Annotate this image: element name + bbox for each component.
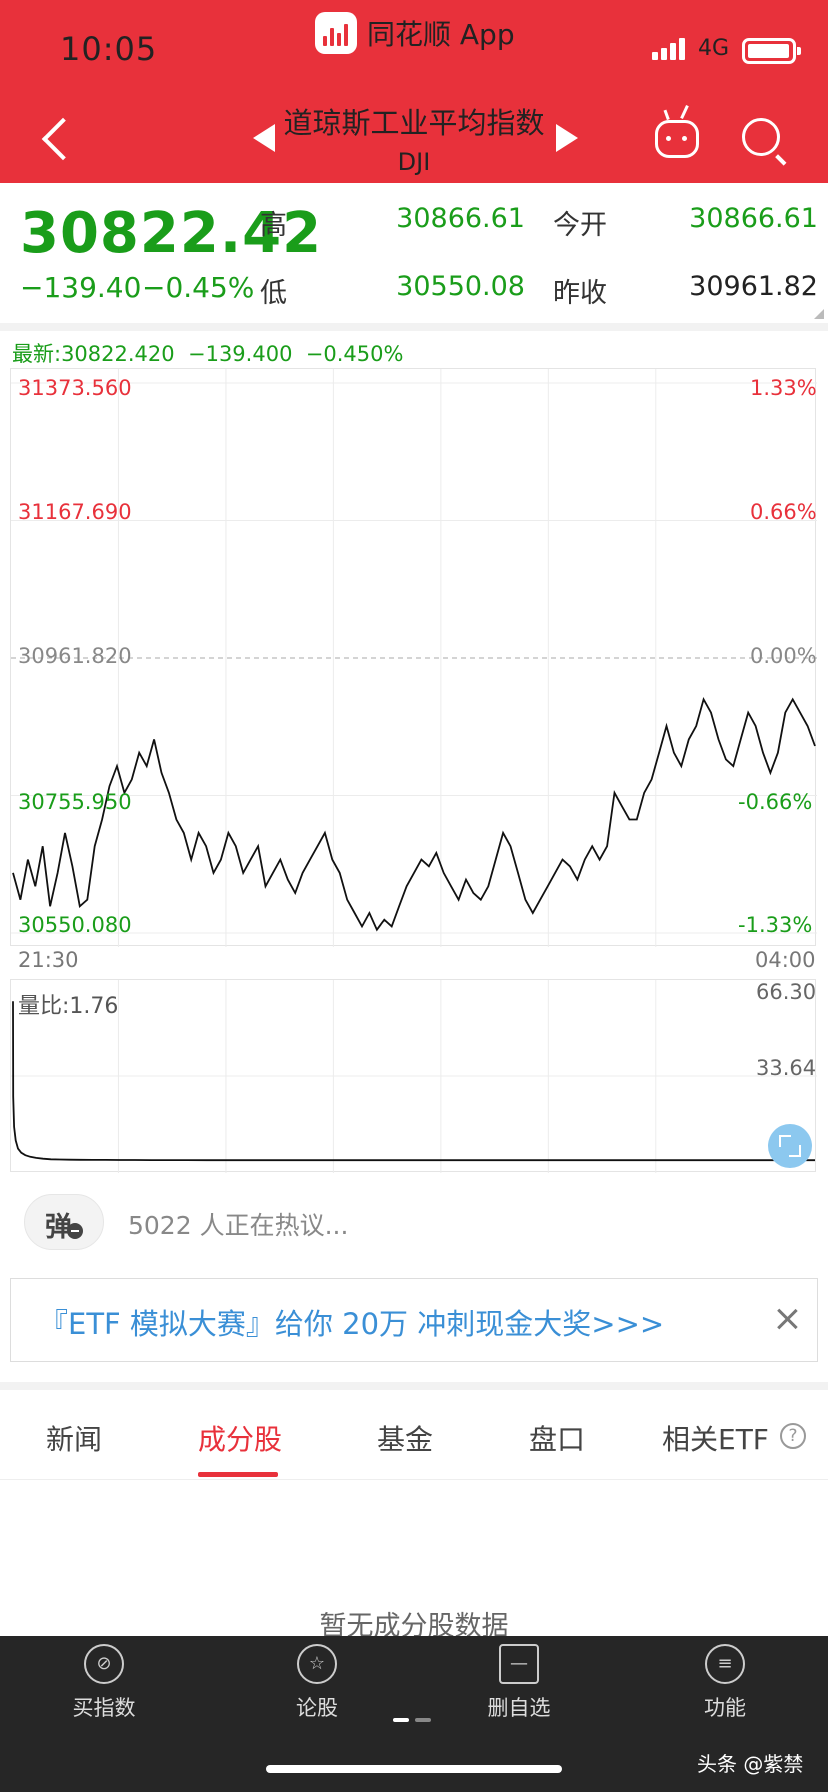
nav-functions[interactable]: ≡ 功能: [665, 1644, 785, 1722]
volume-ratio-chart[interactable]: [10, 979, 817, 1173]
remove-favorite-icon: —: [499, 1644, 539, 1684]
prev-close-label: 昨收: [553, 278, 607, 309]
next-index-button[interactable]: [556, 124, 578, 152]
expand-corner-icon[interactable]: [814, 309, 824, 319]
tab-funds[interactable]: 基金: [377, 1423, 434, 1456]
divider: [0, 1382, 828, 1390]
active-tab-indicator: [198, 1472, 278, 1477]
vol-label-top: 66.30: [756, 980, 817, 1004]
nav-label: 论股: [296, 1696, 338, 1720]
y-label-top: 31373.560: [18, 376, 132, 400]
robot-assistant-icon[interactable]: [655, 120, 699, 158]
discussion-count[interactable]: 5022 人正在热议...: [128, 1211, 349, 1240]
quote-panel: 30822.42 −139.40 −0.45% 高 30866.61 低 305…: [0, 183, 828, 323]
nav-buy-index[interactable]: ⊘ 买指数: [44, 1644, 164, 1722]
nav-label: 买指数: [72, 1696, 136, 1720]
low-value: 30550.08: [396, 271, 525, 302]
y-label-upper: 31167.690: [18, 500, 132, 524]
signal-icon: [652, 36, 685, 60]
tab-orderbook[interactable]: 盘口: [529, 1423, 586, 1456]
menu-icon: ≡: [705, 1644, 745, 1684]
open-value: 30866.61: [689, 203, 818, 234]
battery-icon: [742, 38, 801, 64]
last-price: 30822.42: [20, 201, 323, 266]
high-value: 30866.61: [396, 203, 525, 234]
tab-constituents[interactable]: 成分股: [198, 1423, 283, 1456]
volume-ratio-svg: [11, 980, 817, 1173]
nav-label: 功能: [704, 1696, 746, 1720]
app-logo-icon: [315, 12, 357, 54]
promo-banner[interactable]: 『ETF 模拟大赛』给你 20万 冲刺现金大奖>>>: [10, 1278, 818, 1362]
promo-banner-text[interactable]: 『ETF 模拟大赛』给你 20万 冲刺现金大奖>>>: [39, 1307, 665, 1341]
pct-label-ref: 0.00%: [750, 644, 817, 668]
pct-label-upper: 0.66%: [750, 500, 817, 524]
tab-news[interactable]: 新闻: [46, 1423, 103, 1456]
pct-label-top: 1.33%: [750, 376, 817, 400]
status-time: 10:05: [60, 30, 158, 68]
prev-close-value: 30961.82: [689, 271, 818, 302]
app-indicator: 同花顺 App: [315, 12, 515, 54]
network-type: 4G: [698, 36, 730, 61]
low-label: 低: [260, 278, 287, 309]
price-change-pct: −0.45%: [142, 271, 255, 304]
danmaku-label: 弹: [45, 1212, 72, 1243]
tab-related-etf[interactable]: 相关ETF: [662, 1423, 769, 1456]
price-change: −139.40: [20, 271, 142, 304]
index-code: DJI: [397, 148, 431, 176]
y-label-lower: 30755.950: [18, 790, 132, 814]
open-label: 今开: [553, 210, 607, 241]
danmaku-toggle-button[interactable]: 弹: [24, 1194, 104, 1250]
intraday-chart[interactable]: [10, 368, 817, 947]
volume-ratio-label: 量比:1.76: [18, 994, 119, 1019]
nav-remove-favorite[interactable]: — 删自选: [459, 1644, 579, 1722]
fullscreen-icon[interactable]: [768, 1124, 812, 1168]
latest-quote-line: 最新:30822.420 −139.400 −0.450%: [12, 342, 404, 366]
discuss-icon: ☆: [297, 1644, 337, 1684]
pct-label-lower: -0.66%: [738, 790, 813, 814]
time-end: 04:00: [755, 948, 816, 972]
tab-bar: 新闻 成分股 基金 盘口 相关ETF: [0, 1390, 828, 1480]
trade-icon: ⊘: [84, 1644, 124, 1684]
prev-index-button[interactable]: [253, 124, 275, 152]
nav-label: 删自选: [487, 1696, 551, 1720]
price-chart-svg: [11, 369, 817, 947]
vol-label-mid: 33.64: [756, 1056, 817, 1080]
home-indicator[interactable]: [266, 1765, 562, 1773]
page-title: 道琼斯工业平均指数: [283, 106, 545, 140]
app-name: 同花顺 App: [367, 18, 515, 51]
help-icon[interactable]: ?: [780, 1423, 806, 1449]
volume-ratio-line: [12, 1001, 815, 1162]
nav-discuss[interactable]: ☆ 论股: [257, 1644, 377, 1722]
search-icon[interactable]: [742, 118, 780, 156]
watermark: 头条 @紫禁: [697, 1752, 804, 1776]
time-start: 21:30: [18, 948, 79, 972]
price-series-line: [12, 696, 816, 932]
y-label-ref: 30961.820: [18, 644, 132, 668]
high-label: 高: [260, 210, 287, 241]
y-label-bottom: 30550.080: [18, 913, 132, 937]
danmaku-off-icon: [67, 1223, 83, 1239]
divider: [0, 323, 828, 331]
close-icon[interactable]: [774, 1306, 800, 1332]
pct-label-bottom: -1.33%: [738, 913, 813, 937]
